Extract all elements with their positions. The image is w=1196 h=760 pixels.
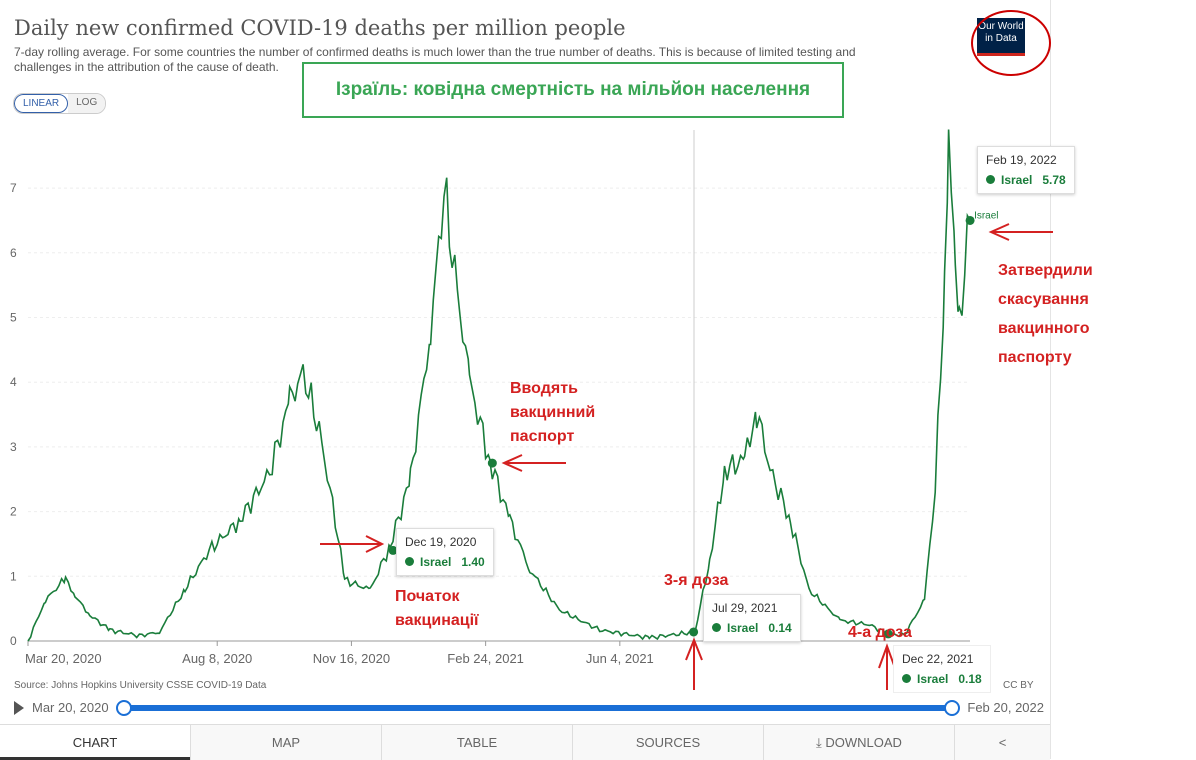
x-tick-label: Jun 4, 2021 xyxy=(586,651,654,666)
annotation-dose4: 4-а доза xyxy=(848,624,912,641)
source-note[interactable]: Source: Johns Hopkins University CSSE CO… xyxy=(14,680,267,691)
log-button[interactable]: LOG xyxy=(68,94,106,113)
tab-chart[interactable]: CHART xyxy=(0,725,190,760)
headline-box: Ізраїль: ковідна смертність на мільйон н… xyxy=(302,62,844,118)
x-tick-label: Nov 16, 2020 xyxy=(313,651,390,666)
tooltip-date: Jul 29, 2021 xyxy=(712,601,778,615)
tooltip-country: Israel xyxy=(727,621,759,635)
y-tick-label: 1 xyxy=(10,569,17,583)
series-end-label: Israel xyxy=(974,210,998,221)
annotation-arrows xyxy=(320,223,1053,690)
timeline-start: Mar 20, 2020 xyxy=(32,700,109,715)
tooltip-date: Feb 19, 2022 xyxy=(986,153,1057,167)
data-point-marker[interactable] xyxy=(689,627,699,637)
owid-logo[interactable]: Our World in Data xyxy=(971,10,1051,76)
tooltip-value: 0.14 xyxy=(768,621,792,635)
share-icon[interactable]: < xyxy=(954,725,1050,760)
tooltip-country: Israel xyxy=(1001,173,1033,187)
tab-map[interactable]: MAP xyxy=(190,725,381,760)
tab-table[interactable]: TABLE xyxy=(381,725,572,760)
tooltip-value: 0.18 xyxy=(958,672,982,686)
y-tick-label: 6 xyxy=(10,246,17,260)
series-line-israel[interactable] xyxy=(27,129,971,642)
arrow-dose4 xyxy=(878,643,896,690)
y-tick-label: 3 xyxy=(10,440,17,454)
x-tick-label: Aug 8, 2020 xyxy=(182,651,252,666)
arrow-dose3 xyxy=(685,637,703,690)
timeline-end-handle[interactable] xyxy=(944,699,961,716)
arrow-vaccination xyxy=(320,535,385,553)
play-icon[interactable] xyxy=(14,700,24,715)
tab-download[interactable]: ⤓ DOWNLOAD xyxy=(763,725,954,760)
y-tick-label: 4 xyxy=(10,375,17,389)
timeline: Mar 20, 2020 Feb 20, 2022 xyxy=(14,699,1044,716)
scale-toggle: LINEAR LOG xyxy=(13,93,107,114)
y-tick-label: 2 xyxy=(10,505,17,519)
data-point-marker[interactable] xyxy=(487,458,497,468)
chart-frame xyxy=(1050,0,1051,759)
tooltip-value: 1.40 xyxy=(461,555,485,569)
timeline-start-handle[interactable] xyxy=(115,699,132,716)
annotation-vaccination-start: Початок вакцинації xyxy=(395,588,479,629)
tooltip: Dec 22, 2021 Israel 0.18 xyxy=(893,645,991,693)
tab-bar: CHART MAP TABLE SOURCES ⤓ DOWNLOAD < xyxy=(0,724,1050,760)
chart-subtitle: 7-day rolling average. For some countrie… xyxy=(14,45,856,74)
y-tick-label: 7 xyxy=(10,181,17,195)
tooltip: Dec 19, 2020 Israel 1.40 xyxy=(396,528,494,576)
arrow-passport xyxy=(501,454,566,472)
tooltip-value: 5.78 xyxy=(1042,173,1066,187)
timeline-end: Feb 20, 2022 xyxy=(967,700,1044,715)
y-tick-label: 5 xyxy=(10,311,17,325)
tooltip: Jul 29, 2021 Israel 0.14 xyxy=(703,594,801,642)
annotation-passport: Вводять вакцинний паспорт xyxy=(510,380,596,445)
tooltip-country: Israel xyxy=(420,555,452,569)
linear-button[interactable]: LINEAR xyxy=(14,94,69,113)
x-tick-label: Mar 20, 2020 xyxy=(25,651,102,666)
x-tick-label: Feb 24, 2021 xyxy=(447,651,524,666)
tooltip-country: Israel xyxy=(917,672,949,686)
annotation-dose3: 3-я доза xyxy=(664,572,729,589)
logo-circle-annotation xyxy=(971,10,1051,76)
timeline-slider[interactable] xyxy=(115,699,961,716)
chart-title: Daily new confirmed COVID-19 deaths per … xyxy=(14,16,626,40)
y-tick-label: 0 xyxy=(10,634,17,648)
annotation-cancel: Затвердили скасування вакцинного паспорт… xyxy=(998,262,1093,366)
data-point-marker[interactable] xyxy=(883,629,893,639)
tooltip-date: Dec 22, 2021 xyxy=(902,652,974,666)
license-link[interactable]: CC BY xyxy=(1003,680,1034,691)
tooltip: Feb 19, 2022 Israel 5.78 xyxy=(977,146,1075,194)
data-point-marker[interactable] xyxy=(965,215,975,225)
data-point-marker[interactable] xyxy=(388,545,398,555)
tooltip-date: Dec 19, 2020 xyxy=(405,535,477,549)
tab-sources[interactable]: SOURCES xyxy=(572,725,763,760)
arrow-cancel xyxy=(988,223,1053,241)
